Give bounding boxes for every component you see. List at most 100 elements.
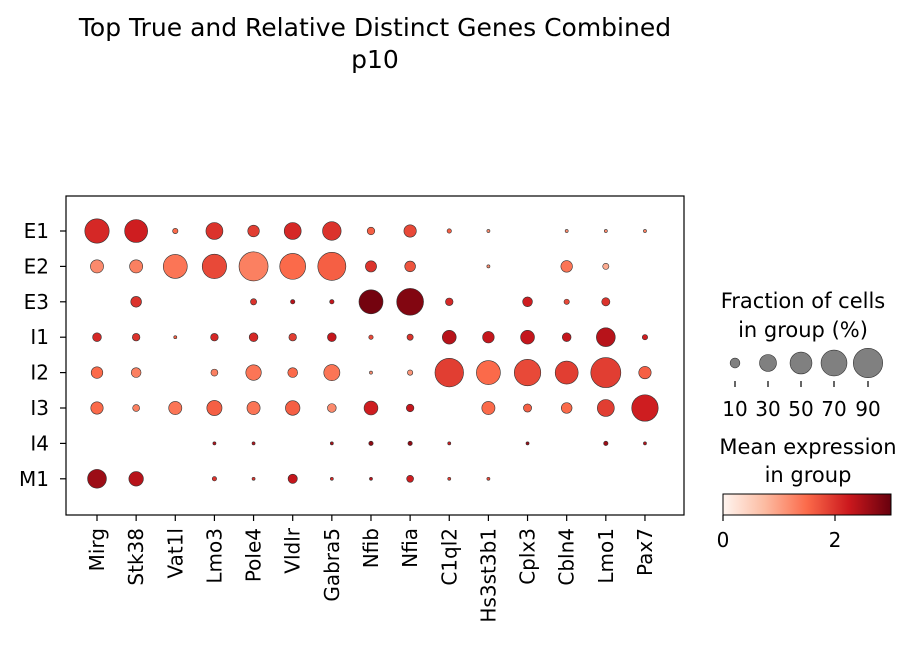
dot-marker <box>561 402 573 414</box>
dot-marker <box>290 299 296 305</box>
color-legend-title-line1: Mean expression <box>719 435 896 459</box>
colorbar <box>722 493 892 516</box>
x-tick-label: Pole4 <box>242 528 266 582</box>
dot-marker <box>329 441 334 446</box>
dot-marker <box>84 218 110 244</box>
dot-marker <box>597 399 615 417</box>
dot-marker <box>358 289 384 315</box>
dot-marker <box>287 473 298 484</box>
dot-marker <box>279 253 306 280</box>
dot-marker <box>363 400 379 416</box>
y-tick-label: E1 <box>24 219 49 243</box>
dot-marker <box>404 260 416 273</box>
dot-marker <box>322 221 342 241</box>
dot-marker <box>87 469 107 489</box>
x-tick-label: Lmo1 <box>594 528 618 584</box>
dot-marker <box>168 401 183 415</box>
size-legend-title-line2: in group (%) <box>738 318 868 342</box>
dot-marker <box>248 332 259 342</box>
dot-marker <box>162 254 188 279</box>
dot-marker <box>603 229 608 233</box>
dot-marker <box>554 360 579 385</box>
dot-marker <box>406 475 414 483</box>
x-axis: Mirg Stk38 Vat1l Lmo3 Pole4 Vldlr Gabra5 Nfib Nf… <box>85 515 657 623</box>
x-tick-label: Cplx3 <box>516 528 540 585</box>
x-tick-label: Gabra5 <box>320 528 344 602</box>
dot-marker <box>288 333 297 342</box>
x-tick-label: Hs3st3b1 <box>476 528 500 623</box>
dot-marker <box>513 359 542 387</box>
dot-marker <box>245 364 262 381</box>
dot-marker <box>247 224 260 238</box>
dot-marker <box>522 296 533 307</box>
dot-marker <box>212 441 217 446</box>
size-legend-label: 10 <box>722 397 747 421</box>
dot-marker <box>486 264 491 269</box>
dot-marker <box>129 259 144 274</box>
dot-marker <box>442 329 457 345</box>
dot-marker <box>210 368 219 377</box>
dot-marker <box>486 229 491 233</box>
dot-marker <box>210 333 219 342</box>
dot-marker <box>365 260 377 273</box>
dot-marker <box>206 400 223 416</box>
x-tick-label: Pax7 <box>633 528 657 576</box>
dot-marker <box>641 334 648 341</box>
size-legend-marker <box>852 347 883 378</box>
dot-marker <box>603 440 609 446</box>
size-legend-marker <box>789 351 813 375</box>
dot-marker <box>486 476 491 481</box>
dot-marker <box>631 394 659 422</box>
x-tick-label: Nfib <box>359 528 383 568</box>
dot-marker <box>124 219 148 243</box>
dot-marker <box>476 360 501 385</box>
dot-marker <box>643 229 647 233</box>
dot-marker <box>602 262 610 270</box>
x-tick-label: C1ql2 <box>437 528 461 586</box>
dot-marker <box>132 333 141 342</box>
dot-marker <box>564 229 569 233</box>
size-legend: 10 30 50 70 90 <box>722 347 883 421</box>
size-legend-title-line1: Fraction of cells <box>721 289 886 313</box>
dot-marker <box>434 358 464 388</box>
dot-marker <box>132 404 140 412</box>
dot-marker <box>481 401 496 415</box>
dot-marker <box>92 332 102 342</box>
x-tick-label: Vat1l <box>163 528 187 579</box>
dot-marker <box>369 476 373 481</box>
dot-marker <box>128 471 144 487</box>
x-tick-label: Lmo3 <box>202 528 226 584</box>
dot-marker <box>90 401 104 415</box>
dot-marker <box>327 403 337 413</box>
dot-marker <box>211 476 217 482</box>
dot-marker <box>327 332 337 342</box>
dot-marker <box>251 441 256 446</box>
dot-marker <box>596 327 616 347</box>
dot-marker <box>520 329 535 345</box>
dot-marker <box>130 296 142 308</box>
y-tick-label: I4 <box>30 431 49 455</box>
plot-area-frame <box>65 195 685 516</box>
y-axis: E1 E2 E3 I1 I2 I3 I4 M1 <box>19 219 66 491</box>
dot-marker <box>285 400 301 416</box>
color-legend-title-line2: in group <box>765 463 852 487</box>
dot-marker <box>525 441 530 446</box>
dot-marker <box>329 299 335 305</box>
dot-marker <box>638 366 652 380</box>
dot-marker <box>246 401 261 415</box>
dot-marker <box>250 298 257 306</box>
dot-marker <box>205 222 224 240</box>
dot-marker <box>369 370 373 375</box>
dot-marker <box>523 403 532 413</box>
dot-marker <box>283 222 302 240</box>
dot-marker <box>329 476 334 481</box>
dot-marker <box>173 335 178 340</box>
dot-marker <box>323 364 341 381</box>
dot-marker <box>396 288 424 316</box>
dot-marker <box>561 332 572 342</box>
dot-marker <box>201 253 227 279</box>
dot-marker <box>560 260 573 273</box>
size-legend-marker <box>729 357 741 369</box>
dot-marker <box>287 367 298 378</box>
